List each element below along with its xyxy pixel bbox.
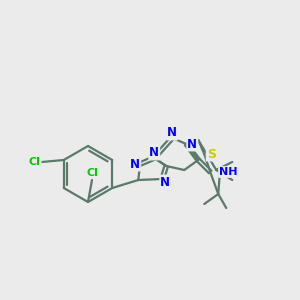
Text: N: N [167,127,177,140]
Text: Cl: Cl [29,157,41,167]
Text: S: S [207,148,216,160]
Text: N: N [187,137,197,151]
Text: N: N [130,158,140,170]
Text: NH: NH [219,167,238,177]
Text: N: N [149,146,159,160]
Text: Cl: Cl [86,168,98,178]
Text: N: N [160,176,170,188]
